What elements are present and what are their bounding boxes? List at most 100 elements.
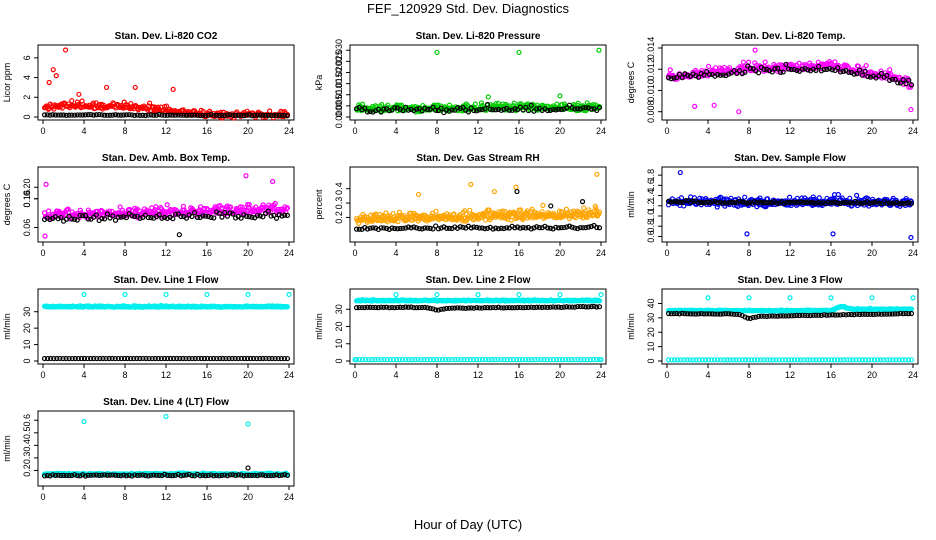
- outlier-point: [752, 47, 758, 53]
- data-point: [164, 355, 171, 362]
- data-point: [908, 199, 915, 205]
- data-point: [871, 357, 878, 363]
- data-point: [775, 313, 781, 319]
- data-point: [517, 304, 523, 311]
- data-point: [544, 357, 550, 363]
- data-point: [282, 112, 288, 118]
- x-tick-label: 16: [514, 126, 524, 136]
- data-point: [495, 304, 502, 310]
- data-point: [892, 76, 898, 82]
- data-point: [712, 311, 718, 317]
- data-point: [805, 199, 812, 205]
- data-point: [799, 312, 805, 318]
- data-point: [137, 472, 143, 478]
- data-point: [792, 357, 798, 363]
- data-point: [41, 473, 48, 479]
- data-point: [783, 313, 789, 319]
- data-point: [435, 307, 442, 313]
- data-point: [878, 311, 885, 317]
- data-point: [758, 313, 764, 319]
- data-point: [553, 224, 559, 230]
- y-tick-label: 0.16: [22, 190, 32, 208]
- data-point: [93, 212, 99, 218]
- data-point: [85, 472, 91, 478]
- data-point: [676, 71, 683, 78]
- data-point: [731, 68, 737, 74]
- data-point: [81, 355, 88, 362]
- data-point: [851, 312, 857, 318]
- data-point: [572, 357, 578, 363]
- series-black: [41, 355, 291, 362]
- data-point: [869, 200, 875, 206]
- data-point: [63, 216, 69, 222]
- data-point: [828, 357, 835, 363]
- series-cyan: [41, 291, 292, 311]
- data-point: [718, 357, 724, 363]
- data-point: [891, 200, 897, 206]
- data-point: [366, 357, 372, 363]
- data-point: [364, 304, 371, 310]
- data-point: [132, 213, 138, 220]
- data-point: [856, 357, 862, 363]
- data-point: [246, 112, 252, 118]
- data-point: [480, 356, 486, 363]
- outlier-point: [692, 103, 698, 109]
- data-point: [804, 357, 810, 363]
- data-point: [408, 106, 414, 113]
- data-point: [681, 357, 687, 363]
- data-point: [254, 355, 260, 362]
- panel-4: Stan. Dev. Amb. Box Temp. degrees C 0 4 8 12 1…: [2, 153, 295, 258]
- data-point: [69, 216, 75, 222]
- data-point: [717, 72, 723, 78]
- data-point: [200, 213, 206, 219]
- data-point: [908, 357, 915, 363]
- y-axis-label: degrees C: [626, 61, 636, 103]
- outlier-point: [245, 421, 251, 427]
- data-point: [132, 472, 138, 478]
- outlier-point: [869, 295, 875, 301]
- data-point: [80, 213, 86, 219]
- data-point: [794, 67, 800, 74]
- outlier-point: [243, 173, 249, 179]
- data-point: [780, 313, 786, 319]
- data-point: [764, 313, 770, 320]
- data-point: [908, 82, 915, 88]
- y-tick-label: 0.06: [22, 219, 32, 237]
- data-point: [422, 105, 428, 111]
- data-point: [241, 113, 247, 119]
- data-point: [704, 311, 710, 317]
- data-point: [458, 357, 464, 363]
- data-point: [484, 305, 491, 311]
- data-point: [739, 199, 745, 205]
- data-point: [495, 226, 502, 232]
- data-point: [553, 357, 560, 363]
- x-tick-label: 20: [867, 248, 877, 258]
- series-cyan: [665, 357, 915, 363]
- data-point: [214, 355, 220, 362]
- data-point: [905, 357, 911, 363]
- data-point: [702, 357, 709, 363]
- data-point: [509, 305, 515, 311]
- data-point: [667, 67, 673, 73]
- x-tick-label: 16: [826, 370, 836, 380]
- data-point: [523, 225, 529, 231]
- data-point: [238, 112, 244, 118]
- y-axis-label: ml/min: [314, 313, 324, 340]
- data-point: [493, 107, 499, 113]
- data-point: [519, 357, 526, 363]
- data-point: [840, 200, 846, 206]
- data-point: [202, 112, 209, 119]
- x-tick-label: 0: [664, 126, 669, 136]
- data-point: [580, 303, 586, 310]
- data-point: [816, 357, 822, 363]
- data-point: [172, 112, 179, 118]
- data-point: [260, 472, 266, 478]
- data-point: [163, 103, 170, 109]
- data-point: [816, 63, 822, 70]
- data-point: [268, 112, 274, 118]
- outlier-point: [711, 102, 717, 108]
- data-point: [205, 472, 211, 479]
- data-point: [479, 225, 485, 231]
- data-point: [596, 225, 603, 231]
- data-point: [276, 112, 282, 118]
